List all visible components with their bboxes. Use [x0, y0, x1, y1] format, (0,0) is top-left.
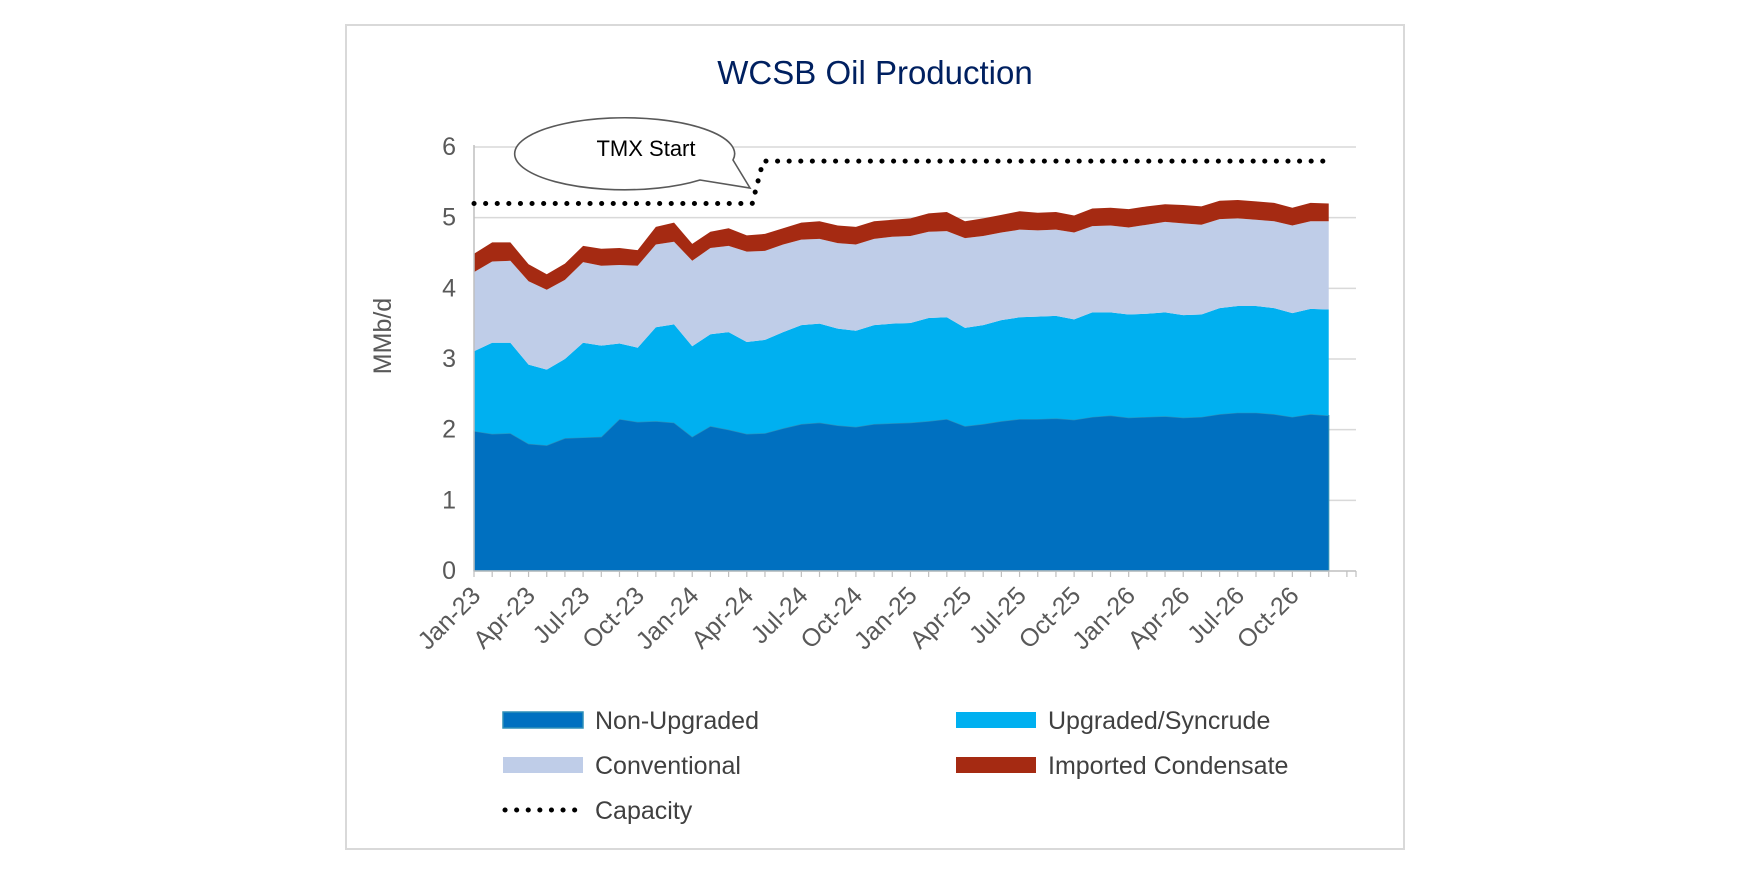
area-conventional	[474, 218, 1329, 370]
y-axis-label: MMb/d	[369, 298, 397, 374]
legend-swatch-imported-condensate	[956, 757, 1036, 773]
x-tick-label: Apr-24	[686, 581, 759, 654]
area-non-upgraded	[473, 412, 1330, 572]
area-imported-condensate	[474, 200, 1329, 290]
callout-text: TMX Start	[596, 136, 695, 161]
legend-label-capacity: Capacity	[595, 797, 693, 825]
axes	[473, 145, 1357, 577]
x-tick-label: Apr-26	[1123, 581, 1196, 654]
x-tick-label: Oct-26	[1232, 581, 1305, 654]
legend-label-non-upgraded: Non-Upgraded	[595, 707, 759, 735]
y-tick-label: 1	[442, 486, 456, 514]
y-tick-label: 2	[442, 416, 456, 444]
y-tick-label: 5	[442, 204, 456, 232]
stacked-areas	[473, 200, 1330, 572]
x-tick-label: Jan-23	[412, 581, 486, 655]
y-axis-tick-labels: 0 1 2 3 4 5 6	[442, 133, 456, 585]
chart-title: WCSB Oil Production	[717, 54, 1032, 91]
y-tick-label: 3	[442, 345, 456, 373]
legend-label-imported-condensate: Imported Condensate	[1048, 752, 1288, 780]
y-tick-label: 6	[442, 133, 456, 161]
x-tick-label: Jan-24	[631, 581, 705, 655]
y-tick-label: 4	[442, 274, 456, 302]
x-tick-label: Apr-25	[904, 581, 977, 654]
x-tick-label: Apr-23	[468, 581, 541, 654]
legend-label-upgraded-syncrude: Upgraded/Syncrude	[1048, 707, 1270, 735]
x-tick-label: Jan-25	[849, 581, 923, 655]
legend-label-conventional: Conventional	[595, 752, 741, 780]
x-tick-label: Jan-26	[1067, 581, 1141, 655]
callout-bubble	[513, 116, 752, 191]
capacity-dotted-line	[471, 158, 1332, 207]
y-tick-label: 0	[442, 557, 456, 585]
capacity-line	[471, 158, 1332, 207]
legend-swatch-upgraded-syncrude	[956, 712, 1036, 728]
area-upgraded-syncrude	[474, 306, 1329, 446]
legend-swatch-non-upgraded	[502, 711, 584, 729]
legend: Non-Upgraded Upgraded/Syncrude Conventiona…	[502, 707, 1288, 825]
tmx-start-callout: TMX Start	[513, 116, 752, 191]
x-axis-tick-labels: Jan-23Apr-23Jul-23Oct-23Jan-24Apr-24Jul-…	[412, 581, 1304, 655]
legend-swatch-conventional	[503, 757, 583, 773]
